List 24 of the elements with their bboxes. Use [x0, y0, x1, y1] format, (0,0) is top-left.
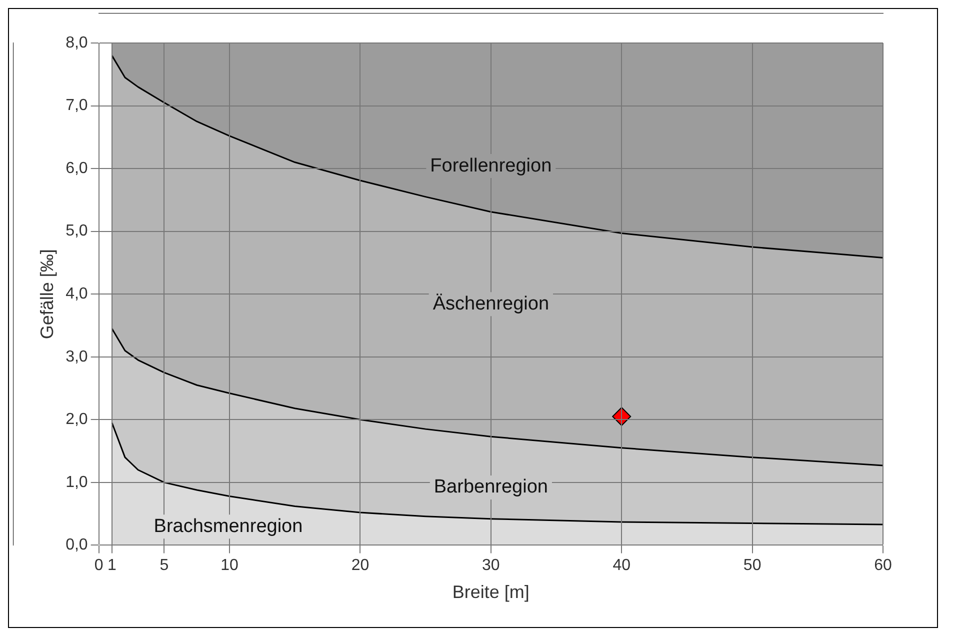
x-tick-label: 50 [743, 557, 762, 574]
y-tick-label: 1,0 [66, 474, 88, 491]
y-tick-label: 7,0 [66, 97, 88, 114]
x-axis-title: Breite [m] [452, 582, 530, 602]
x-tick-label: 1 [107, 557, 116, 574]
x-tick-label: 30 [482, 557, 500, 574]
y-tick-label: 6,0 [66, 160, 88, 177]
x-tick-label: 20 [351, 557, 370, 574]
y-tick-label: 0,0 [66, 536, 88, 554]
x-tick-label: 0 [94, 557, 104, 574]
y-tick-label: 4,0 [66, 286, 88, 303]
y-tick-label: 5,0 [66, 222, 88, 240]
annotation: Barbenregion [434, 476, 548, 498]
annotation: Forellenregion [430, 155, 552, 176]
y-tick-label: 3,0 [66, 348, 88, 366]
y-tick-label: 8,0 [66, 34, 88, 52]
y-tick-label: 2,0 [66, 411, 88, 428]
x-tick-label: 10 [220, 557, 239, 574]
x-tick-label: 5 [160, 557, 169, 574]
x-tick-label: 60 [874, 557, 892, 574]
y-axis-title: Gefälle [‰] [36, 249, 57, 340]
annotation: Äschenregion [432, 293, 550, 314]
annotation: Brachsmenregion [154, 516, 303, 537]
x-tick-label: 40 [612, 557, 631, 574]
